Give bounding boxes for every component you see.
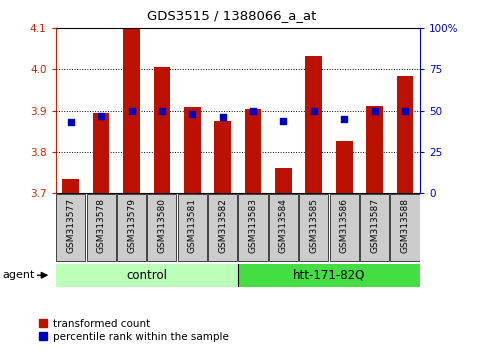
- Point: [97, 113, 105, 118]
- FancyBboxPatch shape: [86, 194, 116, 261]
- FancyBboxPatch shape: [330, 194, 359, 261]
- Text: control: control: [126, 269, 167, 282]
- Bar: [336, 142, 353, 193]
- Bar: [397, 76, 413, 193]
- Point: [371, 108, 379, 114]
- FancyBboxPatch shape: [147, 194, 176, 261]
- FancyBboxPatch shape: [56, 264, 238, 287]
- Text: GSM313584: GSM313584: [279, 198, 288, 253]
- Point: [67, 119, 74, 125]
- Point: [249, 108, 257, 114]
- Text: GSM313579: GSM313579: [127, 198, 136, 253]
- Bar: [93, 113, 110, 193]
- Text: GSM313582: GSM313582: [218, 198, 227, 253]
- FancyBboxPatch shape: [56, 194, 85, 261]
- FancyBboxPatch shape: [269, 194, 298, 261]
- Text: GSM313588: GSM313588: [400, 198, 410, 253]
- Bar: [154, 67, 170, 193]
- Text: GSM313578: GSM313578: [97, 198, 106, 253]
- Text: GSM313585: GSM313585: [309, 198, 318, 253]
- Text: GSM313580: GSM313580: [157, 198, 167, 253]
- Point: [280, 118, 287, 123]
- Point: [158, 108, 166, 114]
- FancyBboxPatch shape: [117, 194, 146, 261]
- Text: GDS3515 / 1388066_a_at: GDS3515 / 1388066_a_at: [147, 9, 316, 22]
- Text: GSM313581: GSM313581: [188, 198, 197, 253]
- Point: [401, 108, 409, 114]
- Bar: [366, 106, 383, 193]
- FancyBboxPatch shape: [239, 194, 268, 261]
- Bar: [184, 107, 200, 193]
- Text: GSM313586: GSM313586: [340, 198, 349, 253]
- Bar: [305, 56, 322, 193]
- Text: GSM313577: GSM313577: [66, 198, 75, 253]
- Bar: [214, 121, 231, 193]
- Text: GSM313583: GSM313583: [249, 198, 257, 253]
- FancyBboxPatch shape: [390, 194, 420, 261]
- Point: [219, 114, 227, 120]
- Bar: [123, 29, 140, 193]
- Bar: [62, 178, 79, 193]
- FancyBboxPatch shape: [299, 194, 328, 261]
- FancyBboxPatch shape: [208, 194, 237, 261]
- FancyBboxPatch shape: [238, 264, 420, 287]
- Text: agent: agent: [2, 270, 35, 280]
- Point: [188, 111, 196, 117]
- Point: [128, 108, 135, 114]
- Text: GSM313587: GSM313587: [370, 198, 379, 253]
- FancyBboxPatch shape: [360, 194, 389, 261]
- FancyBboxPatch shape: [178, 194, 207, 261]
- Text: htt-171-82Q: htt-171-82Q: [293, 269, 365, 282]
- Bar: [275, 168, 292, 193]
- Point: [341, 116, 348, 122]
- Bar: [245, 109, 261, 193]
- Legend: transformed count, percentile rank within the sample: transformed count, percentile rank withi…: [39, 319, 228, 342]
- Point: [310, 108, 318, 114]
